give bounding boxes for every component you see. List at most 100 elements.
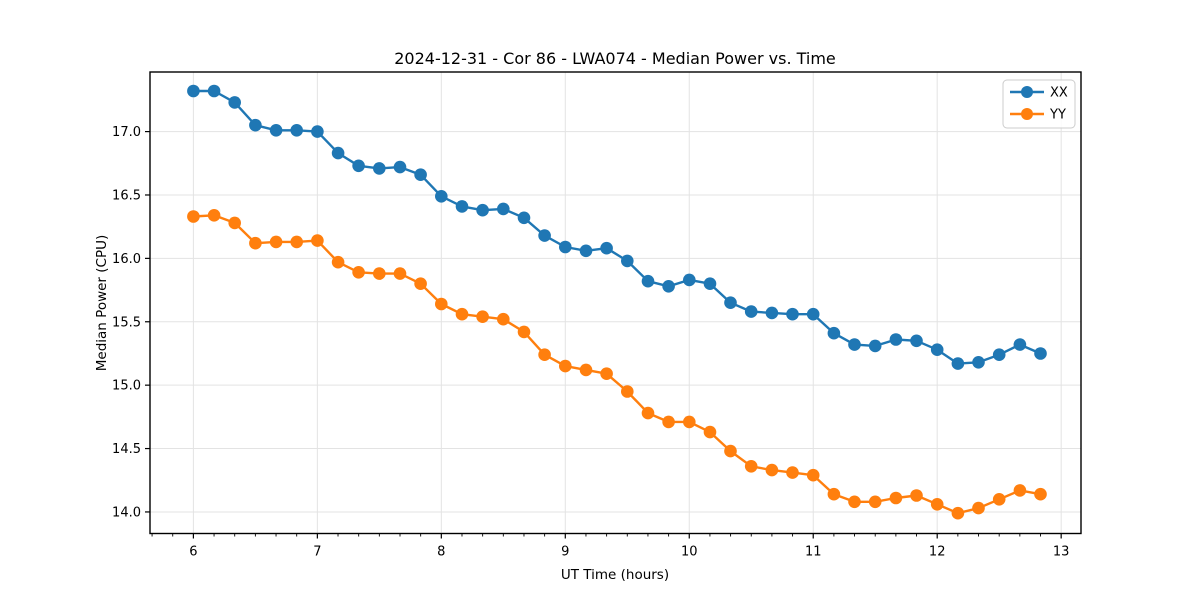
y-tick-label: 16.5 (112, 188, 141, 203)
data-point-xx (249, 118, 262, 132)
data-point-yy (806, 468, 820, 482)
plot-border (149, 71, 1082, 535)
data-point-yy (517, 325, 531, 339)
data-point-xx (744, 305, 758, 318)
data-point-yy (600, 367, 613, 381)
legend-marker-yy (1021, 108, 1033, 120)
data-point-yy (207, 209, 221, 222)
x-tick-label: 10 (681, 545, 698, 560)
data-point-yy (393, 267, 407, 280)
data-point-xx (600, 241, 613, 255)
data-point-yy (724, 444, 737, 458)
data-point-xx (683, 273, 696, 287)
y-tick-label: 15.5 (112, 315, 141, 330)
data-point-xx (662, 280, 675, 293)
data-point-xx (889, 333, 903, 346)
plot-area (150, 72, 1081, 534)
data-point-xx (269, 124, 283, 137)
data-point-yy (331, 255, 345, 269)
data-point-xx (497, 202, 510, 216)
data-point-yy (703, 425, 717, 439)
data-point-yy (476, 310, 489, 324)
data-point-xx (393, 160, 407, 174)
data-point-yy (538, 348, 551, 362)
data-point-xx (455, 200, 469, 213)
data-point-yy (352, 266, 365, 279)
chart-title: 2024-12-31 - Cor 86 - LWA074 - Median Po… (394, 49, 836, 68)
data-point-yy (641, 406, 655, 420)
data-point-yy (435, 297, 448, 311)
data-point-xx (848, 338, 861, 351)
data-point-xx (517, 211, 531, 225)
x-tick-label: 7 (313, 545, 321, 560)
data-point-yy (992, 493, 1006, 506)
data-point-yy (228, 216, 241, 230)
data-point-yy (559, 359, 572, 373)
x-tick-label: 13 (1053, 545, 1070, 560)
data-point-xx (290, 124, 304, 137)
legend-label-yy: YY (1049, 108, 1066, 123)
data-point-yy (290, 235, 304, 249)
data-point-yy (311, 234, 324, 247)
data-point-xx (972, 356, 985, 369)
legend: XX YY (1002, 79, 1076, 129)
y-tick-label: 17.0 (112, 125, 141, 140)
x-tick-label: 6 (189, 545, 197, 560)
data-point-yy (889, 491, 903, 505)
data-point-yy (497, 312, 510, 326)
data-point-yy (972, 501, 985, 515)
data-point-yy (930, 498, 944, 511)
data-point-yy (1034, 487, 1047, 501)
data-point-yy (744, 460, 758, 473)
data-point-xx (868, 339, 882, 353)
data-point-xx (1013, 338, 1027, 351)
x-tick-label: 9 (561, 545, 569, 560)
data-point-xx (331, 146, 345, 160)
data-point-yy (269, 235, 283, 249)
data-point-xx (930, 343, 944, 357)
data-point-yy (868, 495, 882, 509)
data-point-xx (352, 159, 365, 173)
data-point-xx (951, 357, 965, 370)
y-tick-label: 14.5 (112, 442, 141, 457)
data-point-xx (538, 229, 551, 242)
y-tick-label: 16.0 (112, 252, 141, 267)
data-point-yy (414, 277, 427, 291)
data-point-yy (373, 267, 386, 280)
series-layer (187, 84, 1047, 520)
data-point-yy (579, 363, 593, 377)
data-point-xx (786, 307, 799, 321)
data-point-xx (827, 326, 841, 340)
data-point-xx (373, 162, 386, 175)
y-axis-label: Median Power (CPU) (94, 235, 110, 371)
data-point-xx (806, 307, 820, 321)
data-point-xx (579, 244, 593, 258)
data-point-xx (703, 277, 717, 291)
data-point-xx (910, 334, 923, 348)
x-axis-label: UT Time (hours) (561, 567, 669, 583)
x-tick-label: 11 (805, 545, 822, 560)
data-point-xx (435, 190, 448, 203)
data-point-xx (641, 274, 655, 288)
x-tick-label: 8 (437, 545, 445, 560)
grid-layer (150, 72, 1081, 534)
data-point-xx (559, 240, 572, 254)
x-tick-label: 12 (929, 545, 946, 560)
data-point-yy (249, 236, 262, 250)
data-point-yy (910, 489, 923, 502)
data-point-xx (311, 125, 324, 138)
data-point-xx (228, 96, 241, 109)
data-point-yy (621, 385, 634, 398)
data-point-yy (786, 466, 799, 479)
data-point-xx (187, 84, 200, 98)
data-point-yy (683, 415, 696, 429)
y-tick-label: 14.0 (112, 505, 141, 520)
data-point-yy (1013, 484, 1027, 497)
data-point-xx (207, 84, 221, 98)
data-point-yy (827, 487, 841, 501)
data-point-xx (476, 203, 489, 217)
y-tick-label: 15.0 (112, 379, 141, 394)
data-point-yy (951, 506, 965, 520)
